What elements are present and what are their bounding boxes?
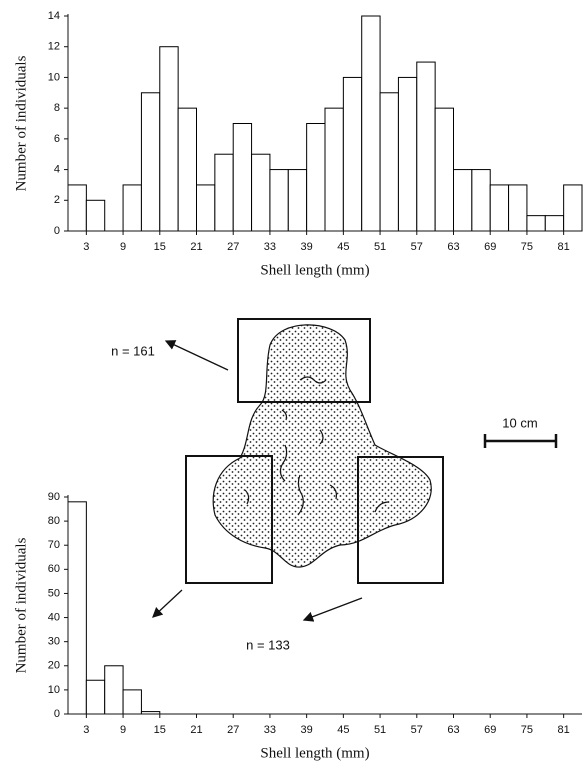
x-tick-label: 21 bbox=[190, 241, 202, 253]
x-tick-label: 45 bbox=[337, 241, 349, 253]
y-tick-label: 30 bbox=[48, 636, 60, 648]
x-tick-label: 63 bbox=[447, 724, 459, 736]
bar bbox=[160, 47, 178, 231]
y-tick-label: 4 bbox=[54, 163, 60, 175]
y-tick-label: 70 bbox=[48, 539, 60, 551]
bar bbox=[68, 502, 86, 714]
x-tick-label: 39 bbox=[301, 241, 313, 253]
x-tick-label: 69 bbox=[484, 724, 496, 736]
bar bbox=[545, 216, 563, 231]
bar bbox=[123, 690, 141, 714]
y-axis-title: Number of individuals bbox=[13, 55, 29, 191]
x-tick-label: 69 bbox=[484, 241, 496, 253]
bar bbox=[197, 185, 215, 231]
bar bbox=[435, 108, 453, 231]
y-tick-label: 12 bbox=[48, 41, 60, 53]
y-tick-label: 10 bbox=[48, 71, 60, 83]
bar bbox=[86, 200, 104, 231]
scale-label: 10 cm bbox=[502, 415, 537, 430]
y-tick-label: 6 bbox=[54, 133, 60, 145]
y-tick-label: 60 bbox=[48, 563, 60, 575]
y-tick-label: 2 bbox=[54, 194, 60, 206]
x-tick-label: 15 bbox=[154, 241, 166, 253]
sample-size: n = 161 bbox=[111, 343, 155, 358]
y-tick-label: 80 bbox=[48, 515, 60, 527]
y-tick-label: 50 bbox=[48, 587, 60, 599]
bar bbox=[380, 93, 398, 231]
x-tick-label: 51 bbox=[374, 241, 386, 253]
x-tick-label: 33 bbox=[264, 241, 276, 253]
bar bbox=[288, 170, 306, 231]
bar bbox=[307, 124, 325, 232]
bar bbox=[86, 680, 104, 714]
x-tick-label: 75 bbox=[521, 241, 533, 253]
y-tick-label: 0 bbox=[54, 708, 60, 720]
figure: 10 cm 0246810121439152127333945515763697… bbox=[0, 0, 586, 772]
bar bbox=[417, 62, 435, 231]
bar bbox=[123, 185, 141, 231]
x-tick-label: 51 bbox=[374, 724, 386, 736]
bar bbox=[362, 16, 380, 231]
bar bbox=[215, 154, 233, 231]
bar bbox=[509, 185, 527, 231]
x-tick-label: 27 bbox=[227, 241, 239, 253]
x-tick-label: 9 bbox=[120, 724, 126, 736]
bar bbox=[564, 185, 582, 231]
bar bbox=[490, 185, 508, 231]
y-axis-title: Number of individuals bbox=[13, 537, 29, 673]
y-tick-label: 20 bbox=[48, 660, 60, 672]
colony-outline bbox=[213, 325, 431, 567]
x-tick-label: 21 bbox=[190, 724, 202, 736]
x-tick-label: 9 bbox=[120, 241, 126, 253]
y-tick-label: 90 bbox=[48, 491, 60, 503]
x-tick-label: 3 bbox=[83, 724, 89, 736]
bar bbox=[141, 93, 159, 231]
x-tick-label: 63 bbox=[447, 241, 459, 253]
x-tick-label: 57 bbox=[411, 241, 423, 253]
y-tick-label: 14 bbox=[48, 10, 60, 22]
y-tick-label: 0 bbox=[54, 225, 60, 237]
x-axis-title: Shell length (mm) bbox=[260, 262, 369, 278]
bar bbox=[343, 77, 361, 231]
x-tick-label: 81 bbox=[558, 724, 570, 736]
bar bbox=[105, 666, 123, 714]
x-tick-label: 3 bbox=[83, 241, 89, 253]
bar bbox=[178, 108, 196, 231]
bar bbox=[527, 216, 545, 231]
bar bbox=[233, 124, 251, 232]
bar bbox=[398, 77, 416, 231]
x-axis-title: Shell length (mm) bbox=[260, 745, 369, 761]
scale-bar bbox=[484, 434, 557, 448]
bar bbox=[325, 108, 343, 231]
sample-size: n = 133 bbox=[246, 637, 290, 652]
x-tick-label: 45 bbox=[337, 724, 349, 736]
x-tick-label: 15 bbox=[154, 724, 166, 736]
x-tick-label: 33 bbox=[264, 724, 276, 736]
y-tick-label: 10 bbox=[48, 684, 60, 696]
bar bbox=[454, 170, 472, 231]
bar bbox=[252, 154, 270, 231]
bar bbox=[68, 185, 86, 231]
y-tick-label: 8 bbox=[54, 102, 60, 114]
bar bbox=[270, 170, 288, 231]
x-tick-label: 39 bbox=[301, 724, 313, 736]
diagram: 10 cm bbox=[153, 319, 557, 620]
x-tick-label: 81 bbox=[558, 241, 570, 253]
y-tick-label: 40 bbox=[48, 611, 60, 623]
bar bbox=[472, 170, 490, 231]
x-tick-label: 75 bbox=[521, 724, 533, 736]
x-tick-label: 57 bbox=[411, 724, 423, 736]
x-tick-label: 27 bbox=[227, 724, 239, 736]
